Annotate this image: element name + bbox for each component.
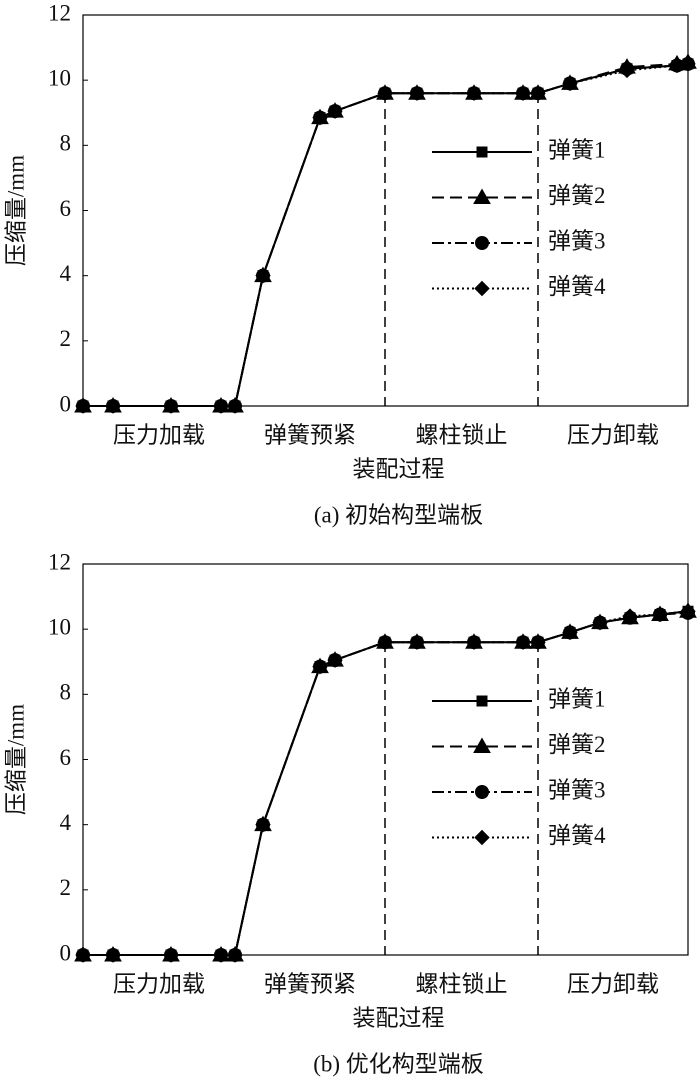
- stage-label: 螺柱锁止: [416, 971, 508, 996]
- marker-diamond: [466, 634, 482, 650]
- marker-diamond: [105, 398, 121, 414]
- marker-diamond: [474, 829, 490, 846]
- y-tick-label: 0: [60, 391, 72, 416]
- y-tick-label: 4: [60, 261, 72, 286]
- legend-label: 弹簧1: [548, 686, 606, 711]
- y-tick-label: 12: [48, 549, 71, 574]
- y-tick-label: 8: [60, 680, 72, 705]
- marker-diamond: [255, 267, 271, 284]
- y-tick-label: 6: [60, 745, 72, 770]
- marker-diamond: [515, 85, 531, 101]
- x-axis-label: 装配过程: [353, 456, 445, 481]
- marker-square: [476, 146, 488, 158]
- marker-diamond: [562, 624, 578, 641]
- y-tick-label: 8: [60, 131, 72, 156]
- stage-label: 螺柱锁止: [416, 422, 508, 447]
- y-tick-label: 12: [48, 0, 71, 25]
- legend-label: 弹簧4: [548, 274, 606, 299]
- marker-circle: [475, 785, 489, 799]
- stage-label: 压力加载: [113, 422, 205, 447]
- marker-diamond: [75, 398, 91, 414]
- chart-title: (a) 初始构型端板: [314, 502, 483, 527]
- y-tick-label: 4: [60, 810, 72, 835]
- stage-label: 弹簧预紧: [264, 422, 356, 447]
- legend-label: 弹簧3: [548, 228, 606, 253]
- y-tick-label: 10: [48, 614, 71, 639]
- y-tick-label: 0: [60, 940, 72, 965]
- y-tick-label: 10: [48, 65, 71, 90]
- y-axis-label: 压缩量/mm: [3, 704, 28, 815]
- legend-label: 弹簧2: [548, 732, 606, 757]
- marker-diamond: [377, 85, 393, 101]
- marker-diamond: [163, 947, 179, 963]
- marker-diamond: [312, 109, 328, 126]
- marker-diamond: [255, 816, 271, 833]
- marker-diamond: [377, 634, 393, 650]
- marker-diamond: [213, 947, 229, 963]
- chart-title: (b) 优化构型端板: [313, 1051, 484, 1076]
- marker-diamond: [530, 85, 546, 101]
- marker-diamond: [227, 947, 243, 963]
- marker-diamond: [530, 634, 546, 650]
- marker-diamond: [227, 398, 243, 414]
- marker-diamond: [75, 947, 91, 963]
- y-tick-label: 2: [60, 875, 72, 900]
- marker-diamond: [619, 62, 635, 79]
- marker-diamond: [680, 56, 696, 72]
- y-axis-label: 压缩量/mm: [3, 155, 28, 266]
- marker-diamond: [515, 634, 531, 650]
- marker-triangle: [473, 737, 491, 753]
- marker-diamond: [312, 658, 328, 675]
- marker-diamond: [562, 75, 578, 92]
- stage-label: 弹簧预紧: [264, 971, 356, 996]
- marker-diamond: [105, 947, 121, 963]
- marker-diamond: [327, 652, 343, 668]
- marker-diamond: [622, 608, 638, 624]
- marker-diamond: [474, 280, 490, 297]
- legend-label: 弹簧3: [548, 777, 606, 802]
- marker-diamond: [592, 614, 608, 631]
- series-line: [83, 62, 689, 407]
- legend-label: 弹簧2: [548, 183, 606, 208]
- y-tick-label: 2: [60, 326, 72, 351]
- marker-diamond: [409, 634, 425, 650]
- stage-label: 压力卸载: [567, 422, 659, 447]
- marker-diamond: [466, 85, 482, 101]
- marker-circle: [475, 236, 489, 250]
- marker-diamond: [652, 606, 668, 623]
- marker-triangle: [473, 188, 491, 204]
- marker-square: [476, 695, 488, 707]
- stage-label: 压力加载: [113, 971, 205, 996]
- legend-label: 弹簧1: [548, 137, 606, 162]
- x-axis-label: 装配过程: [353, 1005, 445, 1030]
- marker-diamond: [409, 85, 425, 101]
- marker-diamond: [163, 398, 179, 414]
- marker-diamond: [680, 603, 696, 619]
- stage-label: 压力卸载: [567, 971, 659, 996]
- marker-diamond: [213, 398, 229, 414]
- y-tick-label: 6: [60, 196, 72, 221]
- legend-label: 弹簧4: [548, 823, 606, 848]
- marker-diamond: [327, 103, 343, 119]
